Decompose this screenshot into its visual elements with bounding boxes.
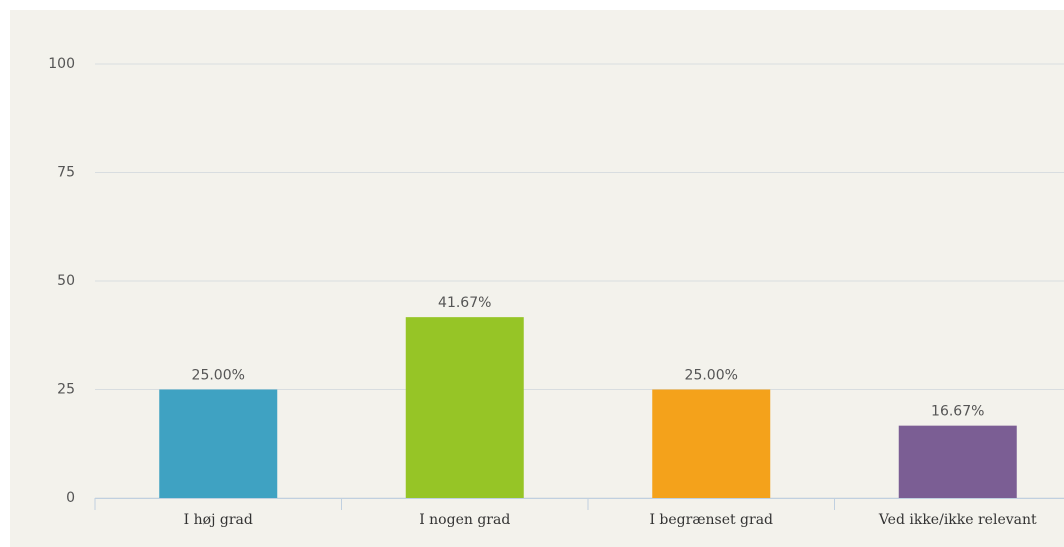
data-label: 41.67%	[438, 295, 491, 311]
bar	[159, 389, 278, 498]
x-tick-label: I høj grad	[184, 512, 253, 528]
bar	[652, 389, 771, 498]
data-label: 25.00%	[685, 368, 738, 384]
x-tick-label: I nogen grad	[419, 512, 510, 528]
y-tick-label: 0	[66, 490, 75, 506]
x-tick-label: Ved ikke/ikke relevant	[878, 512, 1037, 528]
data-label: 16.67%	[931, 404, 984, 420]
bar	[898, 425, 1017, 498]
y-tick-label: 50	[57, 273, 75, 289]
bar	[405, 317, 524, 498]
y-tick-label: 75	[57, 165, 75, 181]
data-label: 25.00%	[192, 368, 245, 384]
y-tick-label: 100	[48, 56, 75, 72]
y-tick-label: 25	[57, 382, 75, 398]
x-tick-label: I begrænset grad	[649, 512, 773, 528]
